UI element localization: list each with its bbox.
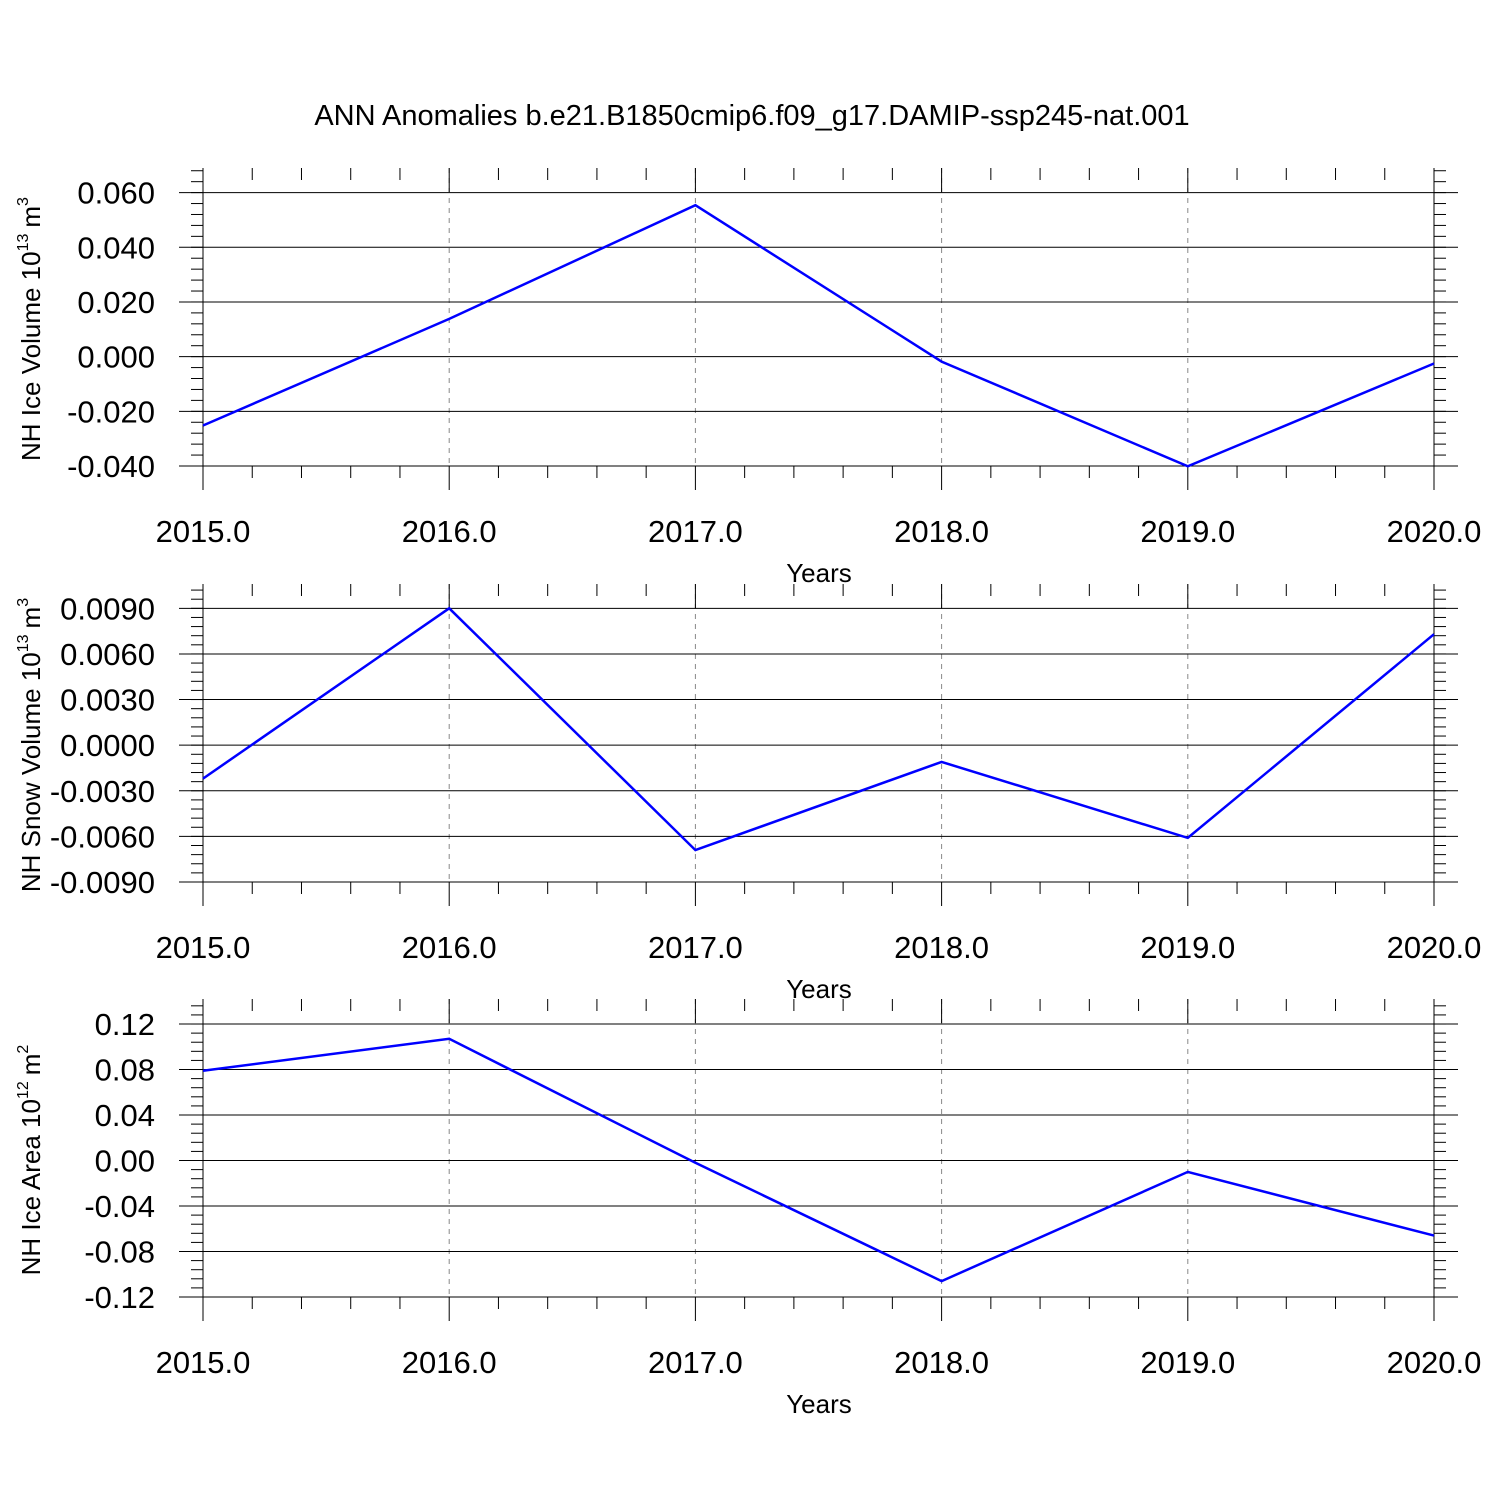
x-tick-label: 2018.0: [894, 514, 989, 549]
y-axis-label-unit: m: [16, 607, 46, 629]
y-tick-label: 0.020: [77, 285, 155, 320]
y-axis-label: NH Ice Volume 1013 m3: [15, 197, 46, 461]
y-tick-label: 0.0090: [60, 591, 155, 626]
y-tick-label: 0.12: [95, 1007, 155, 1042]
y-axis-label: NH Snow Volume 1013 m3: [15, 598, 46, 892]
y-tick-label: 0.0060: [60, 637, 155, 672]
x-axis-label: Years: [786, 974, 852, 1004]
y-axis-label-exponent: 13: [15, 234, 32, 252]
y-axis-label: NH Ice Area 1012 m2: [15, 1045, 46, 1276]
y-tick-label: -0.0090: [50, 865, 155, 900]
y-tick-label: -0.08: [84, 1235, 155, 1270]
y-axis-label-exponent: 13: [15, 634, 32, 652]
x-tick-label: 2018.0: [894, 930, 989, 965]
y-tick-label: -0.020: [67, 394, 155, 429]
y-axis-label-unit-exponent: 3: [15, 598, 32, 607]
x-tick-label: 2020.0: [1387, 930, 1482, 965]
x-tick-label: 2016.0: [402, 1345, 497, 1380]
x-tick-label: 2017.0: [648, 514, 743, 549]
y-tick-label: 0.0000: [60, 728, 155, 763]
y-axis-label-unit: m: [16, 1054, 46, 1076]
x-tick-label: 2016.0: [402, 930, 497, 965]
x-tick-label: 2019.0: [1140, 930, 1235, 965]
y-axis-label-unit-exponent: 2: [15, 1045, 32, 1054]
y-axis-label-main: NH Ice Area 10: [16, 1099, 46, 1275]
panel-snow-volume: 0.0090 0.0060 0.0030 0.0000 -0.0030 -0.0060 -0…: [15, 584, 1481, 1004]
y-tick-label: -0.04: [84, 1189, 155, 1224]
y-tick-label: -0.0030: [50, 774, 155, 809]
y-tick-label: 0.04: [95, 1098, 155, 1133]
y-tick-label: 0.040: [77, 230, 155, 265]
y-tick-label: -0.0060: [50, 819, 155, 854]
y-tick-label: 0.0030: [60, 683, 155, 718]
y-axis-label-main: NH Snow Volume 10: [16, 652, 46, 892]
y-tick-label: 0.060: [77, 176, 155, 211]
chart-title: ANN Anomalies b.e21.B1850cmip6.f09_g17.D…: [314, 100, 1190, 132]
y-axis-label-main: NH Ice Volume 10: [16, 251, 46, 461]
y-tick-label: 0.08: [95, 1053, 155, 1088]
x-tick-label: 2017.0: [648, 1345, 743, 1380]
y-tick-label: 0.000: [77, 340, 155, 375]
x-axis-label: Years: [786, 558, 852, 588]
x-tick-label: 2018.0: [894, 1345, 989, 1380]
y-axis-label-unit: m: [16, 206, 46, 228]
x-tick-label: 2017.0: [648, 930, 743, 965]
y-tick-label: -0.040: [67, 449, 155, 484]
series-line: [202, 606, 1435, 852]
series-line: [202, 1037, 1435, 1283]
y-tick-label: -0.12: [84, 1280, 155, 1315]
x-tick-label: 2015.0: [156, 1345, 251, 1380]
series-line: [202, 203, 1435, 468]
x-axis-label: Years: [786, 1389, 852, 1419]
x-tick-label: 2019.0: [1140, 1345, 1235, 1380]
x-tick-label: 2016.0: [402, 514, 497, 549]
x-tick-label: 2015.0: [156, 930, 251, 965]
x-tick-label: 2019.0: [1140, 514, 1235, 549]
y-tick-label: 0.00: [95, 1144, 155, 1179]
x-tick-label: 2020.0: [1387, 1345, 1482, 1380]
y-axis-label-exponent: 12: [15, 1081, 32, 1099]
x-tick-label: 2015.0: [156, 514, 251, 549]
x-tick-label: 2020.0: [1387, 514, 1482, 549]
y-axis-label-unit-exponent: 3: [15, 197, 32, 206]
